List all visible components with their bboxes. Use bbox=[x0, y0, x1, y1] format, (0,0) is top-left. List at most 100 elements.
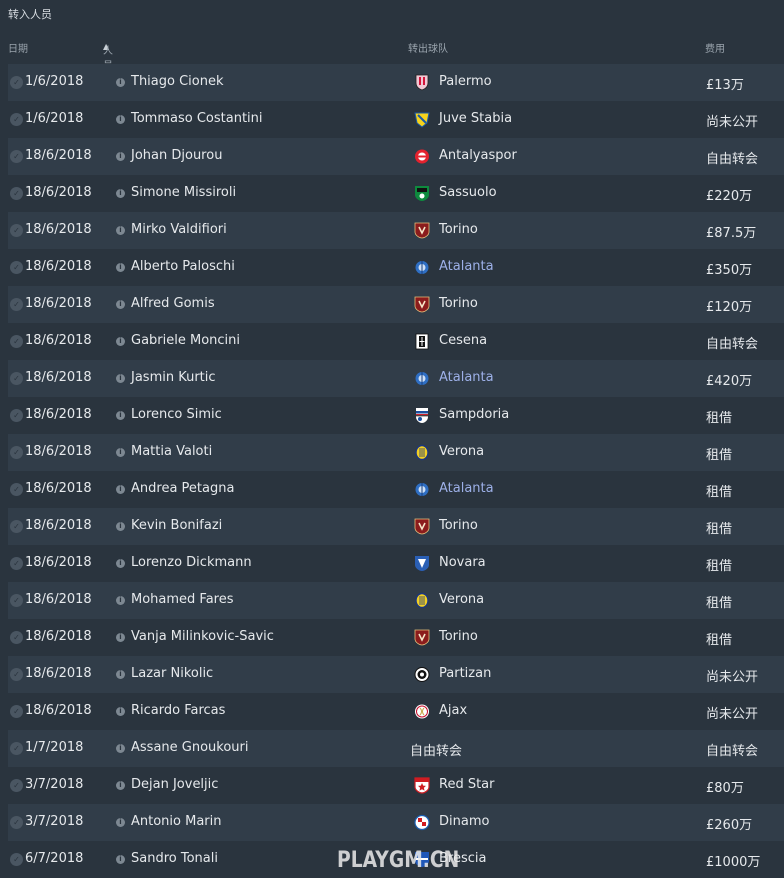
player-name-link[interactable]: Antonio Marin bbox=[131, 814, 222, 829]
info-icon[interactable]: i bbox=[116, 189, 125, 198]
info-icon[interactable]: i bbox=[116, 411, 125, 420]
from-club-link[interactable]: Dinamo bbox=[439, 814, 490, 829]
info-icon[interactable]: i bbox=[116, 300, 125, 309]
table-row[interactable]: ✓ 1/6/2018 i Thiago Cionek Palermo £13万 bbox=[8, 64, 784, 101]
table-row[interactable]: ✓ 1/7/2018 i Assane Gnoukouri 自由转会 自由转会 bbox=[8, 730, 784, 767]
player-name-link[interactable]: Tommaso Costantini bbox=[131, 111, 263, 126]
player-name-link[interactable]: Assane Gnoukouri bbox=[131, 740, 249, 755]
transfer-date: 3/7/2018 bbox=[25, 814, 84, 829]
check-circle-icon: ✓ bbox=[10, 76, 23, 89]
player-name-link[interactable]: Andrea Petagna bbox=[131, 481, 235, 496]
table-row[interactable]: ✓ 18/6/2018 i Kevin Bonifazi Torino 租借 bbox=[8, 508, 784, 545]
table-row[interactable]: ✓ 18/6/2018 i Jasmin Kurtic Atalanta £420万 bbox=[8, 360, 784, 397]
info-icon[interactable]: i bbox=[116, 596, 125, 605]
info-icon[interactable]: i bbox=[116, 485, 125, 494]
player-name-link[interactable]: Kevin Bonifazi bbox=[131, 518, 223, 533]
table-row[interactable]: ✓ 18/6/2018 i Ricardo Farcas Ajax 尚未公开 bbox=[8, 693, 784, 730]
player-name-link[interactable]: Mattia Valoti bbox=[131, 444, 213, 459]
info-icon[interactable]: i bbox=[116, 670, 125, 679]
from-club-link[interactable]: Torino bbox=[439, 518, 478, 533]
player-name-link[interactable]: Thiago Cionek bbox=[131, 74, 224, 89]
table-row[interactable]: ✓ 18/6/2018 i Alfred Gomis Torino £120万 bbox=[8, 286, 784, 323]
column-header-fee[interactable]: 费用 bbox=[705, 44, 725, 55]
player-name-link[interactable]: Lorenzo Dickmann bbox=[131, 555, 252, 570]
info-icon[interactable]: i bbox=[116, 115, 125, 124]
from-club-link[interactable]: 自由转会 bbox=[410, 744, 463, 759]
player-name-link[interactable]: Simone Missiroli bbox=[131, 185, 237, 200]
table-row[interactable]: ✓ 18/6/2018 i Mirko Valdifiori Torino £87.5万 bbox=[8, 212, 784, 249]
table-row[interactable]: ✓ 3/7/2018 i Dejan Joveljic Red Star £80万 bbox=[8, 767, 784, 804]
info-icon[interactable]: i bbox=[116, 522, 125, 531]
player-name-link[interactable]: Vanja Milinkovic-Savic bbox=[131, 629, 274, 644]
player-name-link[interactable]: Alberto Paloschi bbox=[131, 259, 235, 274]
brescia-badge-icon bbox=[414, 851, 430, 868]
info-icon[interactable]: i bbox=[116, 263, 125, 272]
player-name-link[interactable]: Mirko Valdifiori bbox=[131, 222, 227, 237]
table-row[interactable]: ✓ 18/6/2018 i Lorenzo Dickmann Novara 租借 bbox=[8, 545, 784, 582]
from-club-link[interactable]: Novara bbox=[439, 555, 486, 570]
info-icon[interactable]: i bbox=[116, 633, 125, 642]
info-icon[interactable]: i bbox=[116, 337, 125, 346]
transfer-date: 18/6/2018 bbox=[25, 666, 92, 681]
info-icon[interactable]: i bbox=[116, 559, 125, 568]
info-icon[interactable]: i bbox=[116, 78, 125, 87]
table-row[interactable]: ✓ 18/6/2018 i Johan Djourou Antalyaspor 自由转会 bbox=[8, 138, 784, 175]
info-icon[interactable]: i bbox=[116, 152, 125, 161]
table-row[interactable]: ✓ 18/6/2018 i Vanja Milinkovic-Savic Torino 租… bbox=[8, 619, 784, 656]
table-row[interactable]: ✓ 3/7/2018 i Antonio Marin Dinamo £260万 bbox=[8, 804, 784, 841]
from-club-link[interactable]: Atalanta bbox=[439, 259, 494, 274]
from-club-link[interactable]: Torino bbox=[439, 629, 478, 644]
player-name-link[interactable]: Dejan Joveljic bbox=[131, 777, 219, 792]
player-name-link[interactable]: Ricardo Farcas bbox=[131, 703, 226, 718]
info-icon[interactable]: i bbox=[116, 707, 125, 716]
transfer-fee: 自由转会 bbox=[706, 744, 759, 759]
table-row[interactable]: ✓ 6/7/2018 i Sandro Tonali Brescia £1000万 bbox=[8, 841, 784, 878]
from-club-link[interactable]: Palermo bbox=[439, 74, 492, 89]
player-name-link[interactable]: Sandro Tonali bbox=[131, 851, 218, 866]
player-name-link[interactable]: Lazar Nikolic bbox=[131, 666, 214, 681]
check-circle-icon: ✓ bbox=[10, 779, 23, 792]
from-club-link[interactable]: Atalanta bbox=[439, 370, 494, 385]
check-circle-icon: ✓ bbox=[10, 742, 23, 755]
antalyaspor-badge-icon bbox=[414, 148, 430, 165]
from-club-link[interactable]: Red Star bbox=[439, 777, 495, 792]
from-club-link[interactable]: Atalanta bbox=[439, 481, 494, 496]
player-name-link[interactable]: Gabriele Moncini bbox=[131, 333, 241, 348]
info-icon[interactable]: i bbox=[116, 226, 125, 235]
table-row[interactable]: ✓ 18/6/2018 i Lazar Nikolic Partizan 尚未公开 bbox=[8, 656, 784, 693]
table-row[interactable]: ✓ 18/6/2018 i Mattia Valoti Verona 租借 bbox=[8, 434, 784, 471]
table-row[interactable]: ✓ 18/6/2018 i Lorenco Simic Sampdoria 租借 bbox=[8, 397, 784, 434]
from-club-link[interactable]: Cesena bbox=[439, 333, 488, 348]
from-club-link[interactable]: Partizan bbox=[439, 666, 492, 681]
info-icon[interactable]: i bbox=[116, 818, 125, 827]
info-icon[interactable]: i bbox=[116, 744, 125, 753]
player-name-link[interactable]: Johan Djourou bbox=[131, 148, 223, 163]
info-icon[interactable]: i bbox=[116, 374, 125, 383]
from-club-link[interactable]: Ajax bbox=[439, 703, 468, 718]
from-club-link[interactable]: Juve Stabia bbox=[439, 111, 513, 126]
info-icon[interactable]: i bbox=[116, 855, 125, 864]
from-club-link[interactable]: Verona bbox=[439, 444, 485, 459]
column-header-date[interactable]: 日期 bbox=[8, 44, 28, 55]
player-name-link[interactable]: Alfred Gomis bbox=[131, 296, 215, 311]
info-icon[interactable]: i bbox=[116, 448, 125, 457]
from-club-link[interactable]: Verona bbox=[439, 592, 485, 607]
from-club-link[interactable]: Antalyaspor bbox=[439, 148, 517, 163]
player-name-link[interactable]: Jasmin Kurtic bbox=[131, 370, 216, 385]
from-club-link[interactable]: Brescia bbox=[439, 851, 487, 866]
table-row[interactable]: ✓ 18/6/2018 i Mohamed Fares Verona 租借 bbox=[8, 582, 784, 619]
player-name-link[interactable]: Lorenco Simic bbox=[131, 407, 222, 422]
player-name-link[interactable]: Mohamed Fares bbox=[131, 592, 234, 607]
table-row[interactable]: ✓ 18/6/2018 i Gabriele Moncini Cesena 自由转会 bbox=[8, 323, 784, 360]
column-header-club[interactable]: 转出球队 bbox=[408, 44, 448, 55]
from-club-link[interactable]: Torino bbox=[439, 296, 478, 311]
table-row[interactable]: ✓ 18/6/2018 i Alberto Paloschi Atalanta £350万 bbox=[8, 249, 784, 286]
check-circle-icon: ✓ bbox=[10, 261, 23, 274]
table-row[interactable]: ✓ 18/6/2018 i Andrea Petagna Atalanta 租借 bbox=[8, 471, 784, 508]
table-row[interactable]: ✓ 1/6/2018 i Tommaso Costantini Juve Stabia 尚… bbox=[8, 101, 784, 138]
info-icon[interactable]: i bbox=[116, 781, 125, 790]
from-club-link[interactable]: Torino bbox=[439, 222, 478, 237]
from-club-link[interactable]: Sassuolo bbox=[439, 185, 497, 200]
table-row[interactable]: ✓ 18/6/2018 i Simone Missiroli Sassuolo £220万 bbox=[8, 175, 784, 212]
from-club-link[interactable]: Sampdoria bbox=[439, 407, 510, 422]
